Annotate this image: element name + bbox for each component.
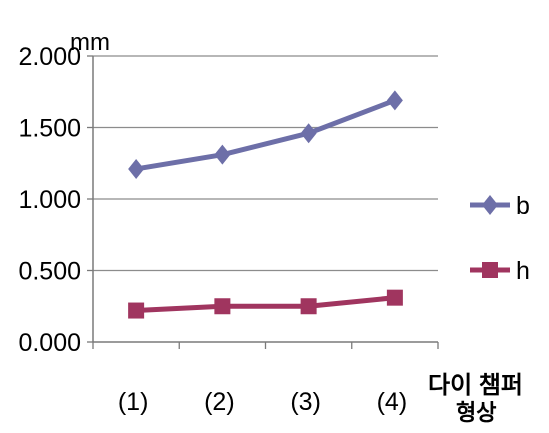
- legend-label: b: [516, 192, 530, 220]
- x-tick-label: (3): [290, 388, 321, 416]
- legend-swatch-marker: [482, 195, 498, 215]
- data-point-b: [386, 90, 403, 111]
- y-tick-label: 1.000: [18, 186, 81, 214]
- x-tick-label: (4): [377, 388, 408, 416]
- x-axis-title-line1: 다이 챔퍼: [428, 372, 523, 399]
- data-point-h: [128, 302, 145, 319]
- y-tick-label: 1.500: [18, 115, 81, 143]
- data-point-h: [214, 298, 231, 315]
- legend-label: h: [516, 257, 530, 285]
- y-tick-label: 0.000: [18, 329, 81, 357]
- x-axis: (1) (2) (3) (4): [92, 341, 439, 416]
- data-point-b: [214, 144, 231, 165]
- x-tick-label: (1): [118, 388, 149, 416]
- y-tick-label: 2.000: [18, 43, 81, 71]
- x-axis-title-line2: 형상: [456, 400, 496, 425]
- data-point-h: [300, 298, 317, 315]
- y-tick-label: 0.500: [18, 258, 81, 286]
- legend-swatch-marker: [482, 262, 498, 278]
- data-point-h: [386, 289, 403, 306]
- y-unit-label: mm: [70, 29, 110, 56]
- legend: bh: [470, 192, 530, 285]
- data-point-b: [300, 123, 317, 144]
- series-line-h: [136, 295, 396, 314]
- gridlines: [93, 55, 438, 272]
- series-group: [128, 90, 403, 319]
- series-line-b: [135, 97, 396, 172]
- y-axis: 0.000 0.500 1.000 1.500 2.000: [18, 43, 94, 357]
- x-tick-label: (2): [204, 388, 235, 416]
- data-point-b: [128, 158, 145, 179]
